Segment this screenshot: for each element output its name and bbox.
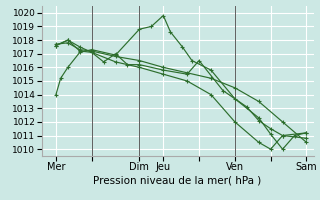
X-axis label: Pression niveau de la mer( hPa ): Pression niveau de la mer( hPa ) <box>93 175 262 185</box>
